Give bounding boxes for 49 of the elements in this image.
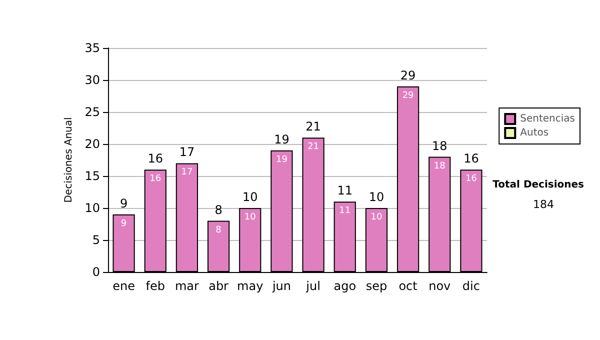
- total-label: 10: [242, 190, 258, 204]
- x-tick-label: feb: [146, 279, 165, 293]
- x-tick-label: jul: [305, 279, 320, 293]
- y-axis-title: Decisiones Anual: [63, 117, 74, 203]
- y-tick-label: 25: [84, 105, 100, 119]
- data-label: 16: [465, 174, 478, 184]
- y-tick-label: 30: [84, 73, 100, 87]
- y-tick-label: 35: [84, 41, 100, 55]
- total-label: 11: [337, 184, 353, 198]
- legend-label: Sentencias: [520, 114, 576, 124]
- x-tick-label: jun: [271, 279, 291, 293]
- total-label: 19: [274, 132, 290, 146]
- total-label: 10: [368, 190, 384, 204]
- total-label: 16: [148, 152, 164, 166]
- data-label: 18: [434, 161, 446, 172]
- data-label: 10: [244, 212, 256, 222]
- total-label: 9: [120, 196, 128, 210]
- legend-label: Autos: [520, 128, 549, 138]
- total-label: 17: [179, 145, 195, 160]
- data-label: 19: [276, 154, 288, 165]
- total-label: 8: [214, 202, 222, 217]
- data-label: 17: [181, 168, 193, 178]
- data-label: 21: [308, 142, 320, 152]
- text: Total Decisiones: [492, 180, 584, 190]
- y-tick-label: 10: [84, 201, 100, 215]
- x-tick-label: may: [237, 279, 264, 293]
- y-tick-label: 5: [92, 233, 100, 247]
- y-tick-label: 15: [84, 169, 100, 183]
- x-tick-label: oct: [398, 279, 418, 293]
- x-tick-label: abr: [208, 279, 229, 293]
- total-label: 21: [306, 120, 321, 134]
- data-label: 9: [120, 218, 127, 229]
- total-label: 18: [432, 138, 448, 153]
- x-tick-label: mar: [174, 279, 200, 293]
- data-label: 16: [150, 174, 162, 184]
- data-label: 29: [402, 90, 414, 101]
- data-label: 11: [339, 206, 351, 216]
- text: 184: [533, 198, 554, 211]
- x-tick-label: dic: [462, 279, 480, 293]
- total-label: 16: [464, 152, 479, 166]
- x-tick-label: sep: [366, 279, 388, 293]
- x-tick-label: ago: [334, 279, 356, 293]
- x-tick-label: ene: [112, 279, 135, 293]
- y-tick-label: 20: [84, 137, 100, 151]
- total-label: 29: [400, 68, 416, 82]
- y-tick-label: 0: [92, 265, 100, 279]
- data-label: 10: [370, 212, 382, 222]
- data-label: 8: [216, 225, 222, 236]
- x-tick-label: nov: [428, 279, 451, 293]
